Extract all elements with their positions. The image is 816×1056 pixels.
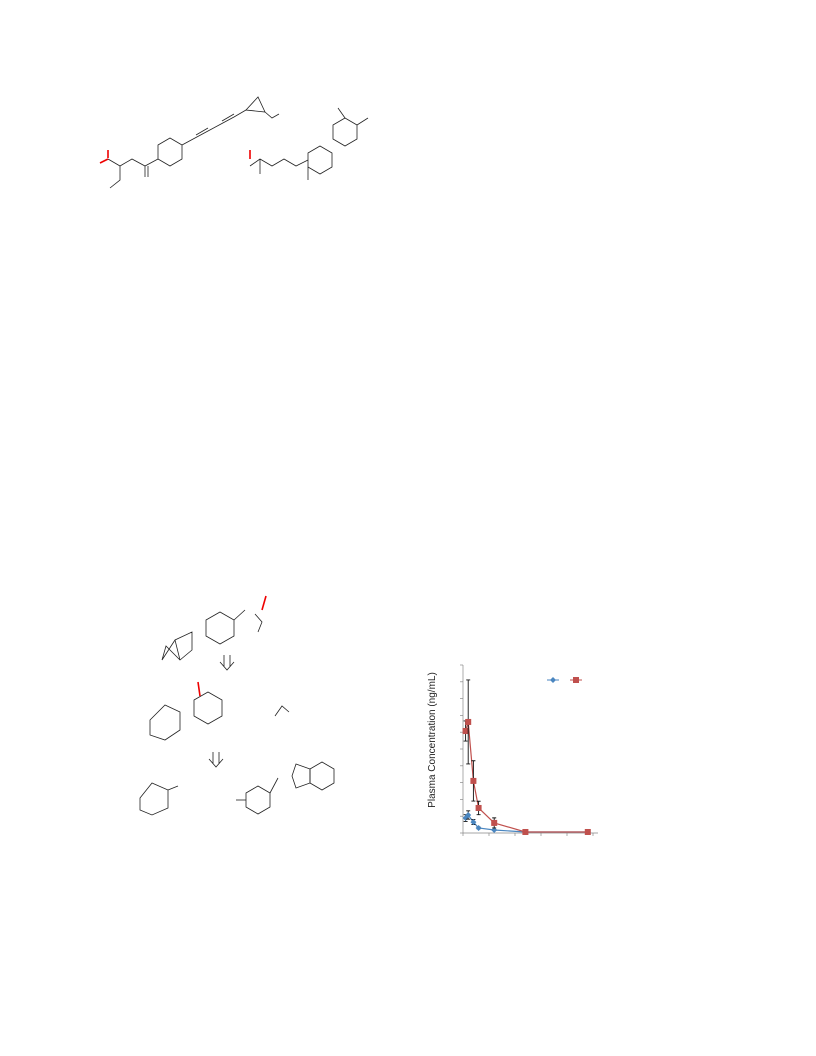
- ring: [193, 691, 223, 725]
- series-line: [465, 721, 588, 833]
- bond: [174, 639, 181, 661]
- ring: [291, 763, 311, 789]
- chain: [107, 158, 159, 167]
- data-point: [465, 812, 472, 819]
- data-point: [475, 804, 482, 811]
- fragment: [274, 705, 290, 717]
- data-point: [462, 728, 469, 735]
- data-point: [491, 826, 498, 833]
- bond: [264, 111, 280, 119]
- data-point: [522, 828, 529, 835]
- adamantane: [139, 782, 169, 816]
- bond: [356, 117, 369, 126]
- cyclopropane: [245, 96, 266, 113]
- bond: [221, 113, 235, 122]
- chain: [249, 158, 309, 167]
- molecule-1: [99, 96, 280, 189]
- molecule-2: [249, 107, 369, 180]
- bond: [337, 107, 346, 119]
- arrow: [208, 752, 224, 768]
- bond: [167, 785, 179, 791]
- y-axis-label: Plasma Concentration (ng/mL): [427, 672, 438, 808]
- bond: [254, 613, 263, 633]
- legend-marker: [573, 677, 579, 683]
- adamantane: [149, 704, 181, 741]
- scheme: [139, 595, 335, 816]
- alkyne: [181, 109, 247, 146]
- bond: [261, 595, 267, 611]
- ring: [307, 145, 333, 175]
- bond: [197, 681, 201, 697]
- legend-marker: [550, 677, 556, 683]
- data-point: [470, 777, 477, 784]
- bond: [233, 609, 246, 621]
- acid: [99, 158, 109, 164]
- data-point: [465, 718, 472, 725]
- data-point: [491, 819, 498, 826]
- tbutyl: [109, 166, 121, 189]
- arrow: [219, 655, 235, 671]
- data-point: [470, 819, 477, 826]
- data-point: [475, 824, 482, 831]
- bond: [269, 777, 279, 794]
- bond: [195, 127, 209, 136]
- data-point: [584, 828, 591, 835]
